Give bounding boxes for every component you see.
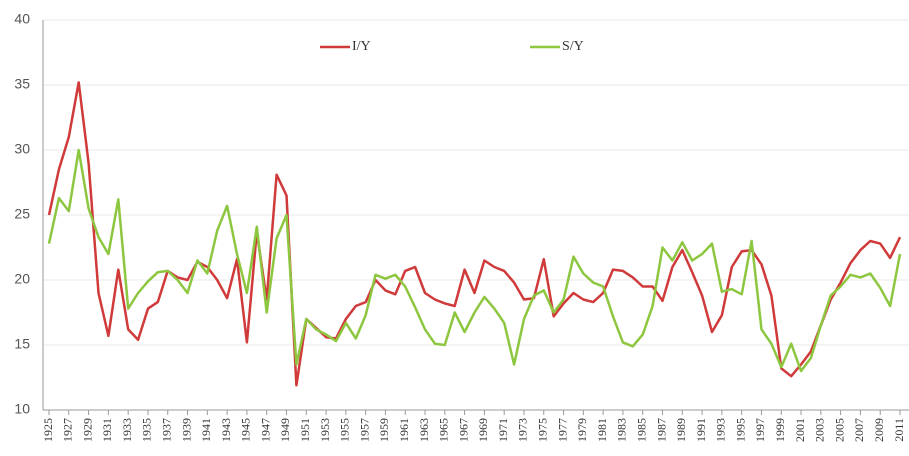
x-tick-label: 1961 (397, 418, 411, 442)
x-tick-label: 1973 (516, 418, 530, 442)
y-tick-label: 15 (14, 336, 30, 352)
x-tick-label: 1999 (773, 418, 787, 442)
x-tick-label: 1941 (199, 418, 213, 442)
x-tick-label: 1981 (595, 418, 609, 442)
x-tick-label: 2011 (892, 418, 906, 442)
x-tick-label: 1943 (219, 418, 233, 442)
x-tick-label: 1929 (80, 418, 94, 442)
x-tick-label: 2001 (793, 418, 807, 442)
x-tick-label: 1947 (258, 418, 272, 442)
x-tick-label: 1979 (575, 418, 589, 442)
x-tick-label: 1963 (417, 418, 431, 442)
x-tick-label: 1937 (159, 418, 173, 442)
x-tick-label: 1991 (694, 418, 708, 442)
x-tick-label: 1951 (298, 418, 312, 442)
y-tick-label: 35 (14, 76, 30, 92)
x-tick-label: 1997 (753, 418, 767, 442)
y-tick-label: 30 (14, 141, 30, 157)
legend-label: I/Y (352, 39, 371, 54)
x-tick-label: 1959 (377, 418, 391, 442)
x-tick-label: 2003 (813, 418, 827, 442)
x-tick-label: 1971 (496, 418, 510, 442)
x-tick-label: 1953 (318, 418, 332, 442)
x-tick-label: 1995 (733, 418, 747, 442)
y-tick-label: 25 (14, 206, 30, 222)
x-tick-label: 1993 (714, 418, 728, 442)
series-line (47, 148, 902, 373)
x-tick-label: 1925 (41, 418, 55, 442)
x-tick-label: 1933 (120, 418, 134, 442)
x-tick-label: 1965 (437, 418, 451, 442)
x-tick-label: 1983 (615, 418, 629, 442)
x-tick-label: 1975 (536, 418, 550, 442)
x-tick-label: 1955 (338, 418, 352, 442)
legend-label: S/Y (562, 39, 584, 54)
y-tick-label: 10 (14, 401, 30, 417)
x-tick-label: 1957 (357, 418, 371, 442)
x-tick-label: 2005 (832, 418, 846, 442)
x-tick-label: 1927 (61, 418, 75, 442)
x-tick-label: 1987 (654, 418, 668, 442)
x-tick-label: 1977 (555, 418, 569, 442)
x-tick-label: 1945 (239, 418, 253, 442)
x-tick-label: 1967 (456, 418, 470, 442)
x-tick-label: 2007 (852, 418, 866, 442)
y-tick-label: 20 (14, 271, 30, 287)
x-tick-label: 1935 (140, 418, 154, 442)
x-tick-label: 2009 (872, 418, 886, 442)
x-tick-label: 1985 (634, 418, 648, 442)
series-line (47, 81, 902, 387)
x-tick-label: 1989 (674, 418, 688, 442)
x-tick-label: 1969 (476, 418, 490, 442)
x-tick-label: 1931 (100, 418, 114, 442)
x-tick-label: 1939 (179, 418, 193, 442)
x-tick-label: 1949 (278, 418, 292, 442)
y-tick-label: 40 (14, 11, 30, 27)
